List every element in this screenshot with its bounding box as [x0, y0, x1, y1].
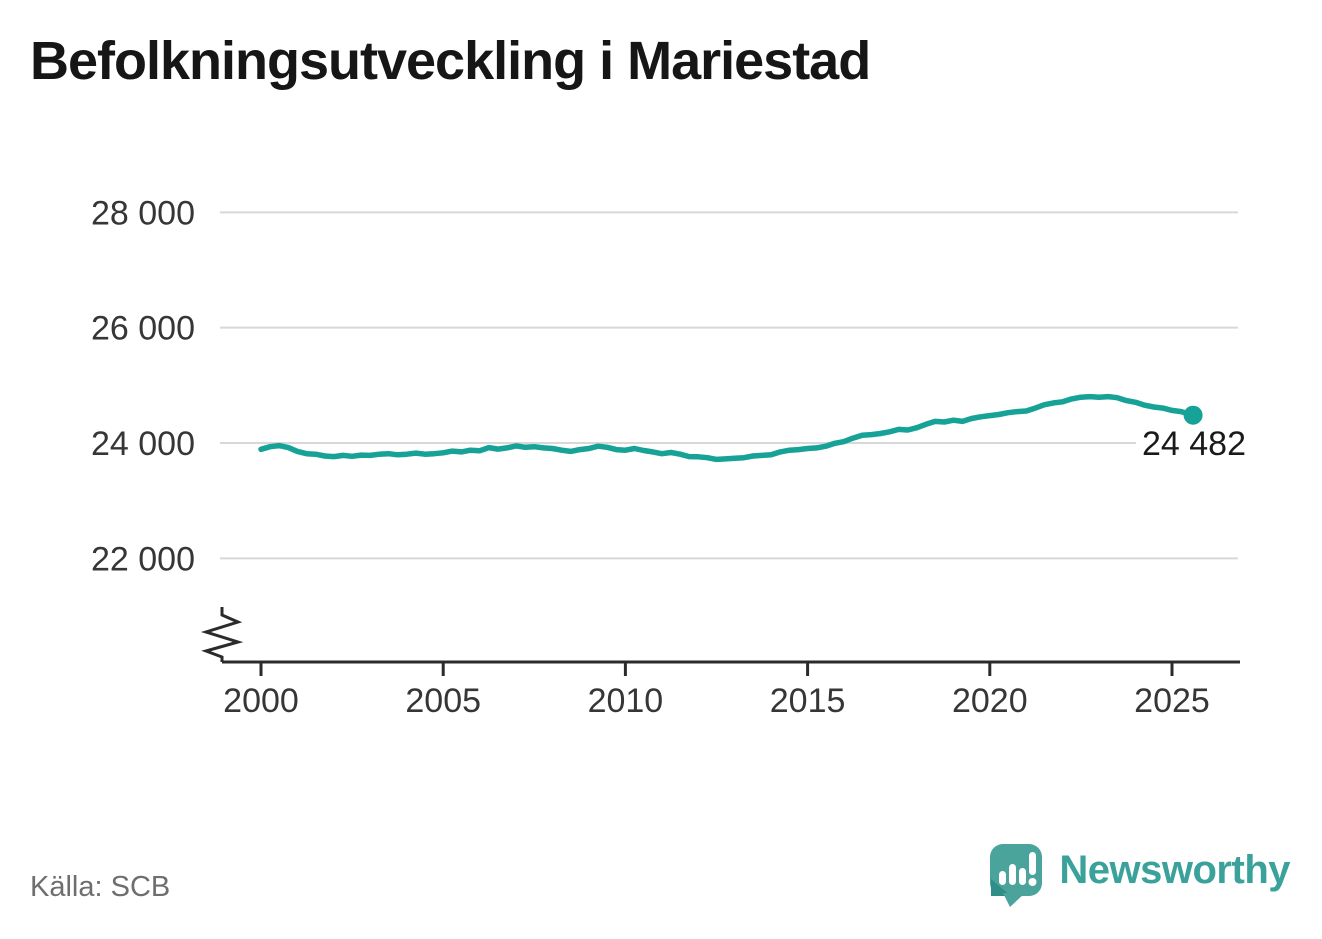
- x-tick-label-2005: 2005: [405, 682, 481, 720]
- latest-value-label: 24 482: [1142, 425, 1246, 463]
- y-tick-label-22000: 22 000: [91, 540, 195, 578]
- x-tick-label-2010: 2010: [588, 682, 664, 720]
- y-tick-label-26000: 26 000: [91, 310, 195, 348]
- x-axis-ticks-group: [259, 662, 1174, 676]
- x-tick-label-2025: 2025: [1134, 682, 1210, 720]
- x-axis-labels-group: 2000 2005 2010 2015 2020 2025: [223, 682, 1210, 720]
- population-line-series: [258, 393, 1196, 463]
- y-tick-label-24000: 24 000: [91, 425, 195, 463]
- newsworthy-bubble-chart-icon: [990, 844, 1043, 907]
- y-tick-label-28000: 28 000: [91, 194, 195, 232]
- newsworthy-wordmark: Newsworthy: [1059, 848, 1290, 892]
- x-tick-label-2015: 2015: [770, 682, 846, 720]
- y-axis-break-icon: [200, 607, 244, 662]
- newsworthy-logo: Newsworthy: [989, 843, 1290, 907]
- gridlines-group: [220, 211, 1238, 560]
- y-axis-labels-group: 28 000 26 000 24 000 22 000: [91, 194, 195, 578]
- chart-title: Befolkningsutveckling i Mariestad: [30, 31, 871, 91]
- source-note: Källa: SCB: [30, 871, 171, 903]
- end-value-label-background: [1136, 425, 1252, 462]
- latest-value-dot: [1183, 405, 1203, 425]
- x-tick-label-2020: 2020: [952, 682, 1028, 720]
- x-tick-label-2000: 2000: [223, 682, 299, 720]
